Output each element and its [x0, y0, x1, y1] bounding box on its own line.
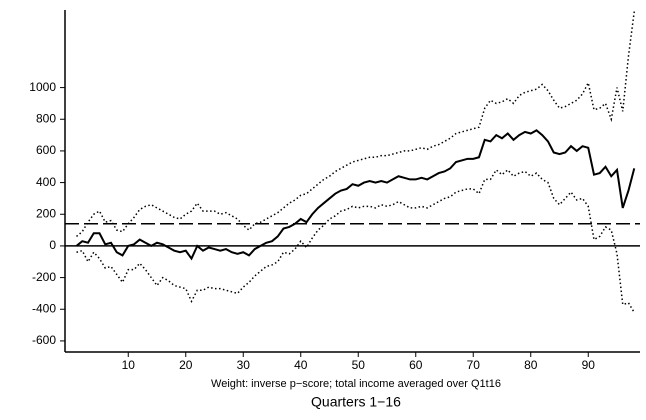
series-line [76, 168, 635, 313]
y-tick-label: 800 [36, 111, 56, 125]
y-tick-label: 200 [36, 206, 56, 220]
x-tick-label: 50 [352, 358, 366, 372]
x-tick-label: 90 [582, 358, 596, 372]
y-tick-label: -400 [32, 301, 56, 315]
series-line [76, 11, 635, 237]
x-tick-label: 40 [294, 358, 308, 372]
x-tick-label: 10 [122, 358, 136, 372]
x-axis-label: Weight: inverse p−score; total income av… [211, 378, 501, 390]
x-tick-label: 30 [237, 358, 251, 372]
x-tick-label: 70 [467, 358, 481, 372]
x-tick-label: 80 [524, 358, 538, 372]
y-tick-label: 400 [36, 175, 56, 189]
x-tick-label: 60 [409, 358, 423, 372]
y-tick-label: 0 [49, 238, 56, 252]
series-line [75, 129, 636, 261]
y-tick-label: -600 [32, 333, 56, 347]
x-tick-label: 20 [179, 358, 193, 372]
y-tick-label: -200 [32, 270, 56, 284]
y-tick-label: 1000 [29, 80, 56, 94]
y-tick-label: 600 [36, 143, 56, 157]
x-axis-title: Quarters 1−16 [311, 394, 401, 410]
